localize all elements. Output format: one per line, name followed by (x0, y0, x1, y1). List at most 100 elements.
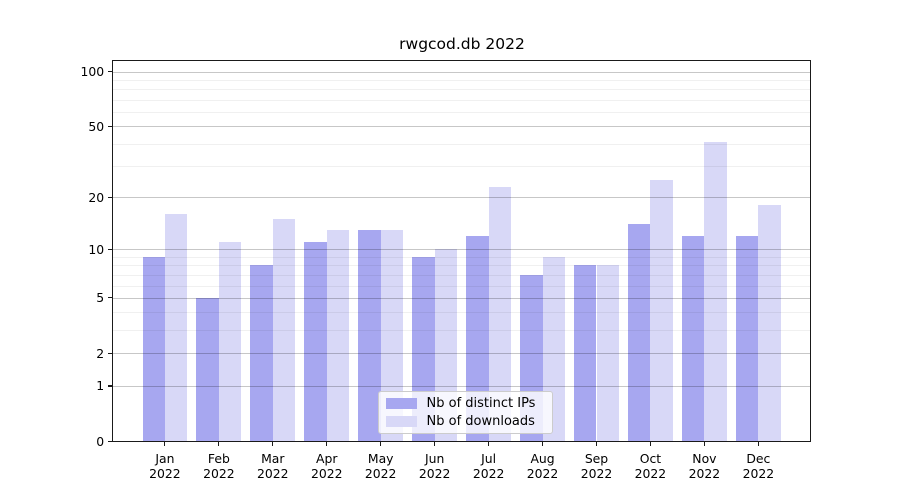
x-tick-year: 2022 (580, 465, 613, 481)
bar-distinct-ips-jul (466, 235, 489, 442)
x-tick-mark (542, 441, 544, 446)
y-tick-label: 2 (96, 345, 105, 361)
bar-distinct-ips-jan (142, 256, 165, 442)
x-tick-mark (596, 441, 598, 446)
legend-item-downloads: Nb of downloads (385, 413, 546, 430)
legend: Nb of distinct IPs Nb of downloads (377, 391, 553, 434)
x-tick-month: Aug (530, 451, 555, 466)
bar-downloads-nov (704, 141, 727, 442)
bar-distinct-ips-nov (682, 235, 705, 442)
x-tick-month: Jun (424, 451, 445, 466)
x-tick-label: Jun 2022 (405, 451, 465, 482)
x-tick-month: Jan (155, 451, 175, 466)
major-gridline (112, 126, 811, 128)
y-tick-label: 100 (80, 64, 105, 80)
major-gridline (112, 197, 811, 199)
bar-downloads-sep (596, 265, 619, 442)
x-tick-month: May (367, 451, 394, 466)
y-tick-mark (107, 125, 113, 127)
x-tick-label: Aug 2022 (513, 451, 573, 482)
x-tick-label: Jan 2022 (135, 451, 195, 482)
x-tick-year: 2022 (203, 465, 235, 481)
minor-gridline (112, 166, 811, 168)
x-tick-mark (164, 441, 166, 446)
x-tick-month: Feb (207, 451, 230, 466)
minor-gridline (112, 330, 811, 332)
x-tick-year: 2022 (472, 465, 505, 481)
major-gridline (112, 71, 811, 73)
y-tick-mark (107, 248, 113, 250)
x-tick-year: 2022 (418, 465, 451, 481)
x-tick-mark (326, 441, 328, 446)
major-gridline (112, 385, 811, 387)
x-tick-mark (649, 441, 652, 446)
x-tick-mark (488, 441, 490, 446)
x-tick-label: Feb 2022 (189, 451, 249, 482)
x-tick-month: Nov (692, 451, 717, 466)
chart-title: rwgcod.db 2022 (399, 35, 525, 53)
x-tick-label: May 2022 (351, 451, 411, 482)
bar-distinct-ips-sep (574, 265, 597, 442)
y-tick-mark (107, 441, 113, 443)
x-tick-label: Dec 2022 (728, 451, 788, 482)
x-tick-year: 2022 (364, 465, 397, 481)
x-tick-month: Jul (481, 451, 497, 466)
bar-distinct-ips-dec (735, 235, 759, 442)
y-tick-mark (107, 196, 113, 199)
x-tick-mark (703, 441, 705, 446)
legend-label-downloads: Nb of downloads (426, 414, 535, 429)
minor-gridline (112, 143, 811, 145)
bar-downloads-may (380, 229, 404, 442)
bar-distinct-ips-apr (304, 242, 327, 442)
major-gridline (112, 297, 811, 299)
y-tick-mark (107, 71, 113, 73)
y-tick-label: 1 (96, 378, 105, 394)
y-tick-label: 10 (88, 241, 105, 257)
bar-downloads-jan (164, 214, 188, 442)
x-tick-mark (434, 441, 436, 446)
y-tick-mark (107, 385, 113, 387)
bar-distinct-ips-may (358, 229, 381, 442)
minor-gridline (112, 79, 811, 81)
x-tick-year: 2022 (149, 465, 181, 481)
x-tick-label: Apr 2022 (297, 451, 357, 482)
minor-gridline (112, 89, 811, 91)
major-gridline (112, 353, 811, 355)
x-tick-year: 2022 (257, 465, 289, 481)
minor-gridline (112, 274, 811, 276)
legend-swatch-distinct-ips (385, 398, 417, 409)
bar-downloads-mar (272, 219, 296, 442)
legend-label-distinct-ips: Nb of distinct IPs (426, 396, 536, 411)
y-tick-label: 20 (88, 189, 105, 205)
x-tick-mark (380, 441, 382, 446)
x-tick-year: 2022 (742, 465, 775, 481)
x-tick-label: Jul 2022 (459, 451, 519, 482)
x-tick-label: Mar 2022 (243, 451, 303, 482)
x-tick-month: Dec (746, 451, 771, 466)
bar-downloads-apr (326, 229, 350, 442)
x-tick-label: Sep 2022 (567, 451, 627, 482)
y-tick-label: 50 (88, 118, 105, 134)
bar-distinct-ips-mar (250, 265, 273, 442)
major-gridline (112, 249, 811, 251)
x-tick-month: Mar (261, 451, 285, 466)
y-tick-label: 5 (96, 290, 105, 306)
bar-distinct-ips-oct (628, 224, 651, 442)
minor-gridline (112, 312, 811, 314)
bar-downloads-dec (758, 205, 781, 442)
legend-item-distinct-ips: Nb of distinct IPs (385, 395, 546, 412)
minor-gridline (112, 256, 811, 258)
y-tick-label: 0 (96, 434, 105, 449)
y-tick-mark (107, 297, 113, 299)
bar-distinct-ips-feb (196, 297, 219, 442)
minor-gridline (112, 285, 811, 287)
x-tick-month: Oct (639, 451, 662, 466)
x-tick-year: 2022 (526, 465, 559, 481)
legend-swatch-downloads (385, 416, 417, 427)
y-tick-mark (107, 352, 113, 355)
minor-gridline (112, 265, 811, 267)
x-tick-label: Oct 2022 (620, 451, 680, 482)
minor-gridline (112, 99, 811, 101)
x-tick-month: Apr (316, 451, 338, 466)
